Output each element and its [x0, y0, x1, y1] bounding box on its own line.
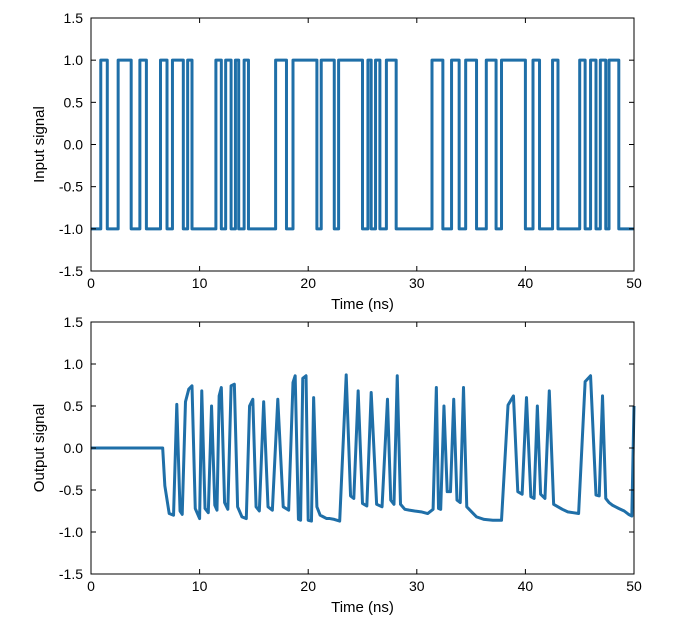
output-y-tick-label: -1.5	[59, 566, 83, 582]
input-y-tick-label: -0.5	[59, 179, 83, 195]
output-x-tick-label: 30	[409, 578, 425, 594]
input-x-tick-label: 10	[192, 275, 208, 291]
input-y-tick-label: -1.5	[59, 263, 83, 279]
input-y-tick-label: 1.5	[64, 10, 84, 26]
output-x-tick-label: 20	[300, 578, 316, 594]
input-signal-panel: 0 10 20 30 40 50 -1.5 -1.0 -0.5 0.0 0.5 1.0 1.5 Time …	[31, 10, 642, 313]
input-x-tick-label: 0	[87, 275, 95, 291]
output-y-tick-label: -0.5	[59, 482, 83, 498]
output-y-tick-label: 0.5	[64, 398, 84, 414]
output-y-tick-label: 1.0	[64, 356, 84, 372]
input-x-tick-label: 20	[300, 275, 316, 291]
output-y-tick-label: 1.5	[64, 314, 84, 330]
input-signal-line	[91, 58, 634, 231]
input-y-tick-label: -1.0	[59, 221, 83, 237]
output-x-axis-label: Time (ns)	[331, 599, 394, 616]
input-y-tick-label: 1.0	[64, 52, 84, 68]
output-y-tick-label: -1.0	[59, 524, 83, 540]
output-signal-line	[91, 373, 636, 523]
input-x-axis-label: Time (ns)	[331, 296, 394, 313]
output-y-tick-label: 0.0	[64, 440, 84, 456]
input-x-tick-label: 50	[626, 275, 642, 291]
input-x-tick-label: 40	[518, 275, 534, 291]
input-x-tick-label: 30	[409, 275, 425, 291]
output-x-tick-label: 40	[518, 578, 534, 594]
output-y-axis-label: Output signal	[31, 404, 48, 492]
input-y-tick-label: 0.5	[64, 94, 84, 110]
output-x-tick-label: 0	[87, 578, 95, 594]
input-y-tick-label: 0.0	[64, 137, 84, 153]
output-x-tick-label: 50	[626, 578, 642, 594]
output-signal-panel: 0 10 20 30 40 50 -1.5 -1.0 -0.5 0.0 0.5 1.0 1.5 Time …	[31, 314, 642, 616]
input-y-axis-label: Input signal	[31, 106, 48, 183]
output-x-tick-label: 10	[192, 578, 208, 594]
